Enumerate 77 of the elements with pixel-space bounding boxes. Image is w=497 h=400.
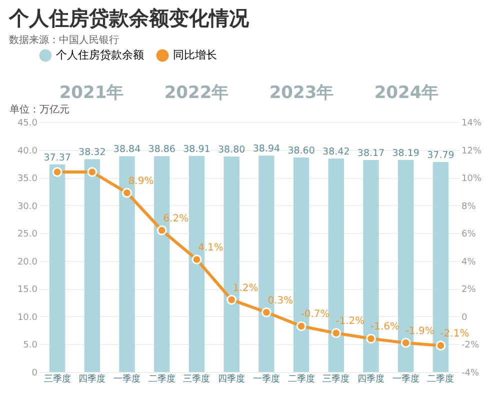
legend-label: 个人住房贷款余额 [56,48,144,62]
data-label: 8.9% [128,176,154,187]
data-label: -2.1% [440,328,470,340]
data-label: 38.84 [113,144,141,156]
data-label: -1.2% [336,316,365,328]
x-tick-label: 四季度 [218,374,246,384]
x-tick-label: 二季度 [288,374,315,384]
data-label: 38.42 [322,146,350,158]
chart-title: 个人住房贷款余额变化情况 [8,6,250,30]
y2-tick-label: -2% [462,340,480,351]
y2-tick-label: 12% [462,146,482,156]
bar [49,164,66,372]
data-label: 1.2% [232,282,258,294]
point [261,307,272,318]
data-label: 38.60 [288,146,315,157]
x-tick-label: 四季度 [78,374,106,384]
point [122,188,132,198]
point [87,167,98,177]
point [331,328,342,338]
y-tick-label: 10.0 [17,312,38,323]
data-label: 0.3% [268,295,294,306]
point [366,334,376,344]
data-label: -1.9% [405,326,434,337]
y-tick-label: 25.0 [17,230,38,240]
point [52,167,62,177]
y-tick-label: 40.0 [17,146,38,156]
y-tick-label: 0 [32,368,38,378]
x-tick-label: 三季度 [183,374,210,384]
source-note: 数据来源：中国人民银行 [9,34,119,46]
data-label: 6.2% [163,213,189,224]
y2-tick-label: -4% [462,368,480,378]
x-tick-label: 二季度 [148,374,176,384]
y-tick-label: 45.0 [17,118,38,128]
x-tick-label: 一季度 [252,374,280,384]
legend-label: 同比增长 [173,48,217,62]
y2-tick-label: 8% [462,202,476,212]
data-label: 38.94 [252,144,280,155]
x-tick-label: 三季度 [322,374,350,384]
x-tick-label: 一季度 [392,374,420,384]
text: 2024年 [374,83,439,103]
bar [84,159,100,372]
y2-tick-label: 10% [462,174,482,184]
y2-tick-label: 6% [462,230,476,240]
point [192,254,202,264]
point [156,225,167,236]
x-tick-label: 三季度 [44,374,71,384]
text: 2021年 [59,83,124,103]
data-label: 37.79 [427,150,454,162]
x-tick-label: 一季度 [114,374,141,384]
y2-tick-label: 0 [462,312,468,323]
y2-tick-label: 2% [462,285,476,296]
y-tick-label: 5.0 [23,340,38,351]
x-tick-label: 二季度 [427,374,454,384]
y-tick-label: 15.0 [17,285,38,296]
data-label: 38.91 [183,144,210,155]
data-label: 38.17 [357,148,385,159]
point [400,338,411,348]
data-label: 38.32 [78,147,106,158]
data-label: -0.7% [300,309,330,320]
point [296,321,306,332]
data-label: 38.19 [392,148,420,159]
x-tick-label: 四季度 [357,374,384,384]
data-label: 4.1% [198,242,224,254]
data-label: -1.6% [370,322,400,333]
text: 2022年 [164,83,229,103]
y-tick-label: 20.0 [17,257,38,268]
y-axis-title: 单位：万亿元 [10,104,70,116]
y-tick-label: 30.0 [17,202,38,212]
text: 2023年 [269,83,334,103]
point [226,294,237,305]
point [436,340,446,351]
data-label: 37.37 [44,152,71,164]
y-tick-label: 35.0 [17,174,38,184]
data-label: 38.80 [218,144,246,156]
data-label: 38.86 [148,144,176,156]
y2-tick-label: 14% [462,118,482,128]
y2-tick-label: 4% [462,257,476,268]
